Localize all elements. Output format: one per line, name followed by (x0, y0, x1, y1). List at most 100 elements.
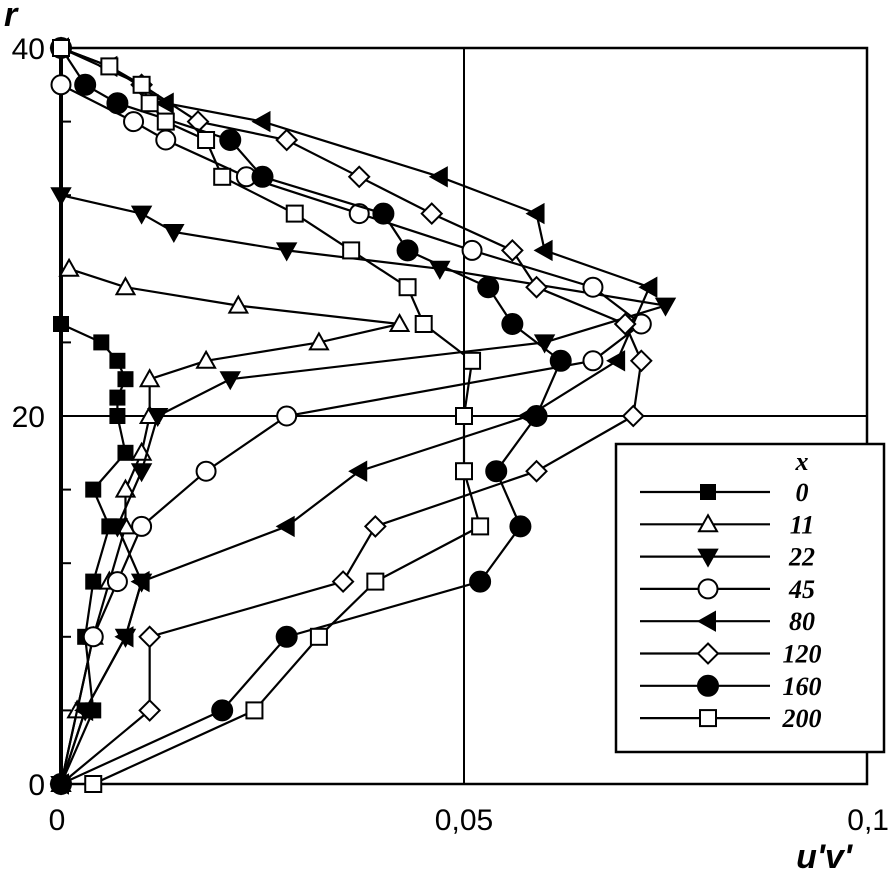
data-point-160-9 (477, 276, 500, 299)
data-point-160-2 (275, 625, 298, 648)
legend-entry-80: 80 (640, 607, 815, 636)
data-point-45-12 (155, 129, 177, 151)
data-point-45-6 (582, 350, 604, 372)
data-point-120-12 (347, 165, 371, 189)
data-point-200-6 (455, 407, 473, 425)
legend-label: 11 (790, 510, 815, 539)
legend-entry-45: 45 (640, 575, 815, 604)
legend-label: 120 (783, 640, 822, 669)
data-point-200-10 (342, 241, 361, 260)
data-point-80-12 (251, 110, 271, 133)
data-point-22-12 (163, 224, 185, 244)
legend: x0 11 22 45 80 120 160 200 (614, 442, 886, 754)
data-point-200-8 (414, 315, 433, 333)
series-200 (52, 39, 490, 793)
data-point-45-8 (582, 276, 604, 298)
data-point-120-9 (525, 275, 548, 299)
data-point-11-12 (227, 294, 250, 314)
data-point-22-11 (275, 242, 298, 262)
data-point-200-15 (140, 94, 159, 113)
data-point-80-11 (428, 166, 448, 188)
data-point-160-1 (211, 699, 234, 722)
data-point-120-10 (500, 238, 524, 262)
data-point-22-13 (130, 205, 153, 225)
x-tick-label: 0,05 (435, 804, 493, 837)
data-point-120-11 (420, 202, 444, 226)
data-point-80-4 (275, 515, 295, 538)
data-point-0-12 (53, 316, 69, 332)
data-point-160-10 (396, 239, 419, 262)
data-point-0-6 (117, 444, 134, 461)
data-point-160-8 (501, 313, 524, 335)
data-point-200-11 (285, 204, 304, 223)
data-point-200-18 (52, 39, 70, 57)
data-point-0-5 (85, 481, 102, 498)
data-point-0-10 (109, 352, 126, 369)
series-layer (49, 36, 677, 796)
data-point-45-3 (131, 515, 153, 537)
data-point-45-4 (195, 460, 217, 482)
data-point-200-0 (84, 775, 103, 793)
data-point-22-4 (106, 518, 129, 538)
x-tick-label: 0 (49, 804, 66, 837)
data-point-120-7 (629, 349, 653, 373)
data-point-45-9 (461, 239, 483, 261)
data-point-160-6 (525, 405, 548, 427)
data-point-11-5 (114, 478, 137, 498)
data-point-11-14 (58, 257, 80, 277)
legend-entry-200: 200 (640, 704, 822, 733)
data-point-200-5 (455, 462, 473, 481)
data-point-200-16 (132, 75, 151, 94)
y-tick-label: 20 (12, 401, 45, 434)
data-point-200-14 (156, 112, 175, 131)
data-point-160-11 (372, 202, 395, 225)
data-point-45-5 (276, 405, 298, 427)
data-point-80-9 (533, 239, 553, 262)
data-point-200-4 (471, 517, 490, 536)
legend-box (614, 442, 886, 754)
data-point-160-5 (485, 460, 508, 483)
data-point-0-8 (109, 389, 126, 406)
data-point-160-3 (469, 570, 492, 593)
y-tick-label: 40 (12, 33, 45, 66)
data-point-200-3 (366, 572, 385, 591)
legend-marker (697, 674, 719, 697)
data-point-160-12 (251, 165, 274, 188)
data-point-160-15 (74, 73, 97, 96)
data-point-80-3 (130, 570, 150, 593)
legend-marker (696, 610, 716, 632)
data-point-200-12 (213, 167, 232, 186)
data-point-0-9 (117, 371, 134, 388)
legend-marker (700, 484, 716, 500)
data-point-80-7 (606, 350, 626, 372)
legend-label: 22 (788, 543, 815, 572)
x-axis-label: u'v' (796, 838, 854, 876)
data-point-0-7 (109, 408, 126, 424)
data-point-11-13 (114, 276, 137, 296)
data-point-80-5 (348, 460, 368, 482)
legend-entry-120: 120 (640, 640, 822, 669)
y-tick-label: 0 (28, 769, 45, 802)
data-point-80-2 (114, 626, 134, 648)
series-line-45 (59, 48, 644, 785)
legend-marker (697, 578, 719, 600)
data-point-120-8 (613, 312, 637, 336)
legend-title: x (795, 447, 809, 476)
data-point-160-0 (50, 773, 72, 795)
data-point-45-1 (82, 626, 104, 648)
data-point-11-8 (138, 368, 161, 388)
data-point-120-6 (621, 404, 645, 428)
data-point-200-2 (309, 627, 328, 646)
data-point-45-2 (106, 571, 128, 593)
data-point-22-14 (50, 187, 72, 207)
data-point-45-14 (50, 74, 72, 96)
data-point-200-1 (245, 701, 264, 720)
legend-label: 45 (788, 575, 815, 604)
data-point-0-11 (93, 334, 110, 351)
data-point-160-4 (509, 515, 532, 538)
data-point-11-9 (195, 349, 217, 369)
data-point-22-5 (130, 463, 153, 483)
data-point-200-7 (463, 351, 482, 370)
data-point-160-7 (549, 349, 572, 372)
data-point-120-1 (138, 698, 162, 722)
